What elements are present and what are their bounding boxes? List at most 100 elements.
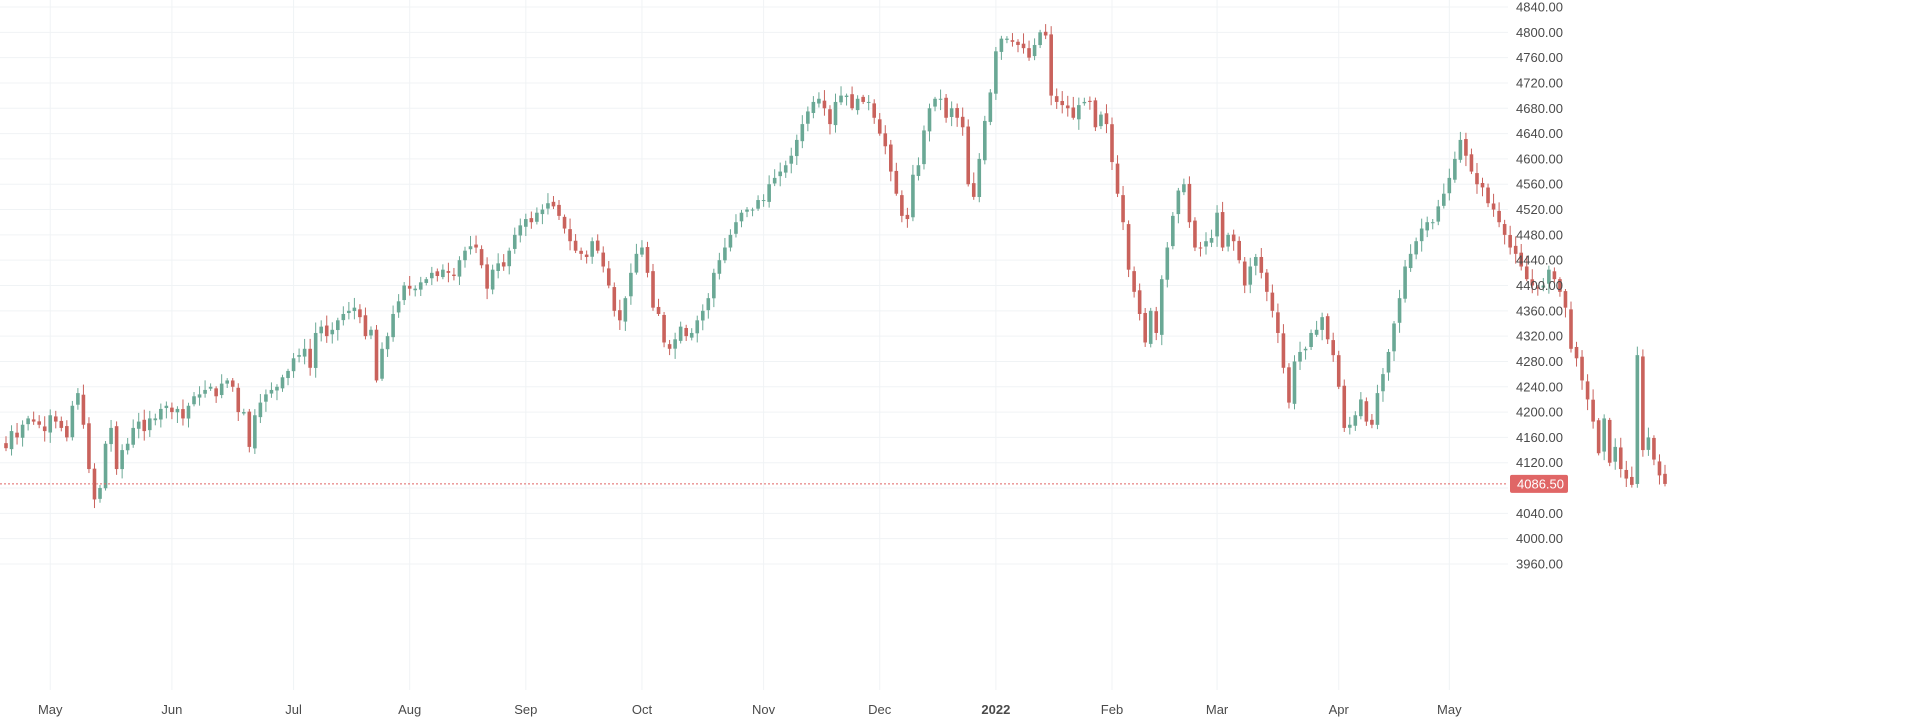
candle: [1287, 363, 1291, 409]
candle: [1541, 277, 1546, 292]
candle-body: [313, 332, 318, 368]
candle-body: [9, 431, 14, 450]
candle-body: [1159, 279, 1164, 335]
x-tick-label: Mar: [1206, 702, 1229, 717]
candle-body: [336, 320, 340, 331]
candle-body: [1320, 317, 1324, 330]
candle-body: [264, 394, 268, 402]
candle: [319, 320, 324, 342]
candle: [684, 324, 688, 341]
candle-body: [258, 402, 263, 418]
candle-body: [20, 424, 25, 438]
candle: [109, 419, 113, 452]
candle-body: [286, 370, 290, 379]
candle-body: [48, 415, 53, 433]
candle-body: [905, 214, 910, 220]
candle: [297, 348, 301, 363]
y-tick-label: 4600.00: [1516, 151, 1563, 166]
candle-body: [1430, 222, 1435, 224]
candle: [551, 196, 556, 210]
candle: [1458, 131, 1463, 163]
candle-body: [214, 388, 218, 397]
candle-body: [490, 269, 495, 290]
candle: [1497, 202, 1501, 228]
candle: [994, 46, 998, 100]
candle-body: [811, 101, 816, 113]
candle: [42, 416, 47, 442]
candle: [1331, 332, 1335, 362]
candle-body: [988, 92, 993, 122]
candle: [1364, 397, 1369, 426]
candle: [872, 99, 877, 124]
candle-body: [131, 427, 135, 445]
y-tick-label: 4720.00: [1516, 75, 1563, 90]
candle-body: [330, 329, 335, 335]
candle-body: [1088, 100, 1092, 102]
candle-body: [1253, 257, 1258, 266]
candle-body: [208, 386, 213, 389]
candle-body: [678, 326, 683, 341]
candle: [136, 412, 141, 439]
candle: [225, 378, 229, 389]
y-tick-label: 4240.00: [1516, 379, 1563, 394]
candle-body: [1453, 158, 1457, 180]
candle: [1580, 350, 1584, 390]
candle: [900, 190, 904, 223]
candle-body: [42, 426, 47, 432]
candle: [911, 164, 915, 222]
x-tick-label: May: [1437, 702, 1462, 717]
x-tick-label: Nov: [752, 702, 776, 717]
candle-body: [1381, 374, 1385, 392]
candle: [1558, 277, 1562, 297]
candle: [700, 304, 705, 331]
candle: [855, 95, 860, 115]
candle-body: [175, 408, 180, 413]
current-price-tag: [1510, 474, 1568, 493]
candle: [1171, 212, 1175, 250]
y-tick-label: 4120.00: [1516, 455, 1563, 470]
candle: [689, 328, 694, 341]
candle: [1132, 266, 1136, 298]
x-tick-label: Dec: [868, 702, 892, 717]
candle-body: [1165, 247, 1170, 280]
candle: [70, 400, 75, 441]
candle-body: [1082, 101, 1087, 104]
candle: [568, 218, 572, 251]
candle: [103, 441, 108, 491]
candle-body: [949, 108, 954, 117]
candle: [1104, 104, 1109, 134]
candle: [1065, 95, 1070, 117]
candle: [1176, 187, 1181, 224]
candle: [645, 241, 650, 278]
candle-body: [407, 285, 412, 289]
candle-body: [103, 443, 108, 489]
candle-body: [1187, 183, 1192, 223]
candle: [490, 264, 495, 295]
candle: [1414, 237, 1418, 260]
candle: [363, 307, 368, 340]
candle-body: [159, 408, 163, 420]
candle-body: [1298, 351, 1302, 362]
candle-body: [656, 306, 661, 314]
candle: [828, 105, 832, 135]
candle: [280, 374, 285, 392]
candle-body: [877, 119, 882, 134]
x-tick-label: Jun: [161, 702, 182, 717]
candle-body: [1226, 234, 1230, 247]
candle: [811, 96, 816, 119]
candle-body: [53, 416, 58, 422]
y-tick-label: 4840.00: [1516, 0, 1563, 15]
candle-body: [568, 229, 572, 242]
candle: [1519, 243, 1524, 271]
candle: [949, 101, 954, 127]
candle-body: [1242, 261, 1247, 286]
candle-body: [778, 171, 782, 177]
candle-body: [789, 155, 794, 164]
candle: [407, 275, 412, 296]
candle: [789, 147, 794, 174]
candle: [1165, 242, 1170, 288]
candle-body: [1292, 361, 1297, 404]
candle: [1596, 418, 1601, 456]
candle-body: [31, 419, 36, 422]
